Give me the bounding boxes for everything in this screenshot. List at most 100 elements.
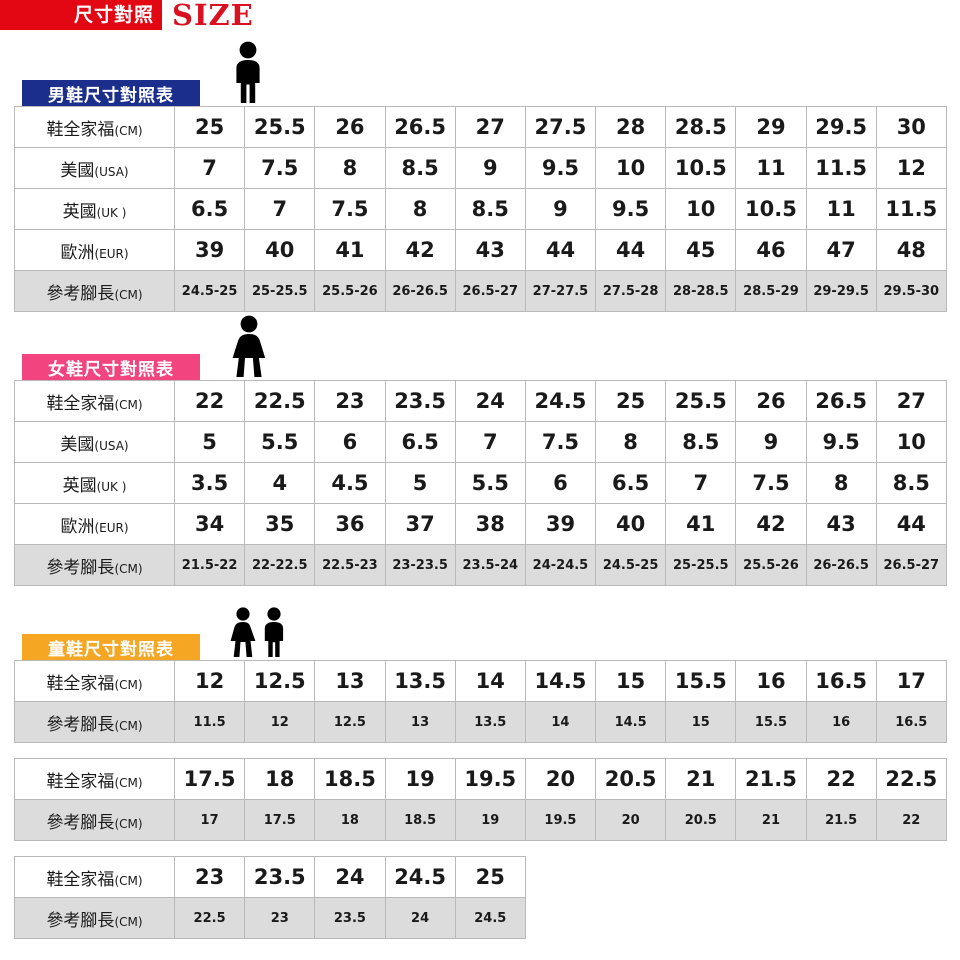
size-cell: 27.5 <box>524 106 597 148</box>
size-cell: 9 <box>524 188 597 230</box>
size-cell: 8 <box>384 188 456 230</box>
size-cell: 22-22.5 <box>244 544 316 586</box>
size-cell: 6.5 <box>384 421 456 463</box>
size-cell: 7.5 <box>735 462 807 504</box>
woman-pictogram-icon <box>228 315 270 381</box>
row-label-unit: (CM) <box>114 123 143 138</box>
size-cell: 25.5-26 <box>735 544 807 586</box>
table-row: 鞋全家福(CM) 23 23.5 24 24.5 25 <box>14 856 526 898</box>
table-row: 參考腳長(CM) 22.5 23 23.5 24 24.5 <box>14 897 526 939</box>
size-cell: 12 <box>173 660 246 702</box>
page-title-bar: 尺寸對照 SIZE <box>0 0 960 36</box>
size-cell: 24.5-25 <box>173 270 246 312</box>
size-cell: 17 <box>173 799 246 841</box>
size-cell: 20 <box>524 758 597 800</box>
size-cell: 28.5 <box>665 106 737 148</box>
row-label-unit: (CM) <box>114 287 143 302</box>
size-cell: 23 <box>314 380 386 422</box>
size-cell: 15 <box>665 701 737 743</box>
size-cell: 12 <box>875 147 947 189</box>
row-label-text: 英國 <box>62 475 97 496</box>
row-label-unit: (CM) <box>114 677 143 692</box>
size-cell: 24.5 <box>384 856 456 898</box>
size-cell: 14 <box>524 701 597 743</box>
size-cell: 9 <box>735 421 807 463</box>
size-cell: 16 <box>735 660 807 702</box>
size-cell: 13.5 <box>454 701 526 743</box>
size-cell: 11.5 <box>173 701 246 743</box>
size-cell: 7.5 <box>314 188 386 230</box>
size-cell: 27-27.5 <box>524 270 597 312</box>
size-cell: 24.5-25 <box>595 544 667 586</box>
row-label-text: 美國 <box>60 434 95 455</box>
row-label-women-3: 歐洲(EUR) <box>14 503 175 545</box>
table-row: 參考腳長(CM) 17 17.5 18 18.5 19 19.5 20 20.5 21 21.5 22 <box>14 799 947 841</box>
size-cell: 21 <box>665 758 737 800</box>
section-header-men: 男鞋尺寸對照表 <box>14 41 946 106</box>
size-cell: 12 <box>244 701 316 743</box>
row-label-men-2: 英國(UK ) <box>14 188 175 230</box>
row-label-unit: (UK ) <box>96 205 127 220</box>
size-cell: 42 <box>735 503 807 545</box>
section-header-kids: 童鞋尺寸對照表 <box>14 607 946 660</box>
size-cell: 28-28.5 <box>665 270 737 312</box>
size-cell: 29.5 <box>805 106 877 148</box>
size-cell: 37 <box>384 503 456 545</box>
size-cell: 10.5 <box>665 147 737 189</box>
page-title: 尺寸對照 <box>73 3 154 26</box>
size-cell: 4.5 <box>314 462 386 504</box>
size-cell: 23 <box>173 856 246 898</box>
row-label-kids-0: 鞋全家福(CM) <box>14 660 175 702</box>
size-chart-sections: 男鞋尺寸對照表 鞋全家福(CM) 25 25.5 26 26.5 27 27.5 28 28.5… <box>0 41 960 939</box>
table-row: 鞋全家福(CM) 25 25.5 26 26.5 27 27.5 28 28.5 29 29.5 30 <box>14 106 947 148</box>
size-cell: 21.5 <box>735 758 807 800</box>
size-table-kids-1: 鞋全家福(CM) 17.5 18 18.5 19 19.5 20 20.5 21 21.5 22 22… <box>14 758 947 841</box>
size-cell: 19.5 <box>524 799 597 841</box>
row-label-text: 鞋全家福 <box>46 393 115 414</box>
size-cell: 11.5 <box>875 188 947 230</box>
row-label-text: 參考腳長 <box>46 812 115 833</box>
row-label-text: 參考腳長 <box>46 910 115 931</box>
size-cell: 29.5-30 <box>875 270 947 312</box>
size-cell: 11 <box>805 188 877 230</box>
size-cell: 41 <box>314 229 386 271</box>
size-cell: 13.5 <box>384 660 456 702</box>
woman-pictogram-icon <box>232 315 266 377</box>
size-cell: 38 <box>454 503 526 545</box>
section-title-kids: 童鞋尺寸對照表 <box>22 634 200 660</box>
size-cell: 26 <box>735 380 807 422</box>
size-cell: 29 <box>735 106 807 148</box>
section-header-women: 女鞋尺寸對照表 <box>14 315 946 380</box>
man-pictogram-icon <box>236 41 260 103</box>
size-cell: 10.5 <box>735 188 807 230</box>
size-cell: 20.5 <box>595 758 667 800</box>
size-cell: 8 <box>805 462 877 504</box>
size-cell: 7 <box>244 188 316 230</box>
size-cell: 8.5 <box>875 462 947 504</box>
size-cell: 22.5 <box>244 380 316 422</box>
row-label-text: 參考腳長 <box>46 283 115 304</box>
size-cell: 35 <box>244 503 316 545</box>
size-table-kids-0: 鞋全家福(CM) 12 12.5 13 13.5 14 14.5 15 15.5 16 16.5 17… <box>14 660 947 743</box>
man-pictogram-icon <box>228 41 268 107</box>
section-women: 女鞋尺寸對照表 鞋全家福(CM) 22 22.5 23 23.5 24 24.5 25 25.5… <box>14 315 947 586</box>
size-cell: 17 <box>875 660 947 702</box>
row-label-unit: (CM) <box>114 816 143 831</box>
title-banner: 尺寸對照 <box>0 0 162 30</box>
size-cell: 9.5 <box>524 147 597 189</box>
size-cell: 25 <box>595 380 667 422</box>
row-label-men-4: 參考腳長(CM) <box>14 270 175 312</box>
size-cell: 25.5 <box>244 106 316 148</box>
size-cell: 15 <box>595 660 667 702</box>
size-cell: 5 <box>384 462 456 504</box>
table-row: 參考腳長(CM) 11.5 12 12.5 13 13.5 14 14.5 15 15.5 16 16… <box>14 701 947 743</box>
row-label-unit: (USA) <box>94 164 129 179</box>
size-cell: 26.5-27 <box>454 270 526 312</box>
size-cell: 43 <box>805 503 877 545</box>
size-cell: 22.5-23 <box>314 544 386 586</box>
table-row: 鞋全家福(CM) 17.5 18 18.5 19 19.5 20 20.5 21 21.5 22 22… <box>14 758 947 800</box>
size-cell: 22 <box>173 380 246 422</box>
size-cell: 12.5 <box>244 660 316 702</box>
row-label-text: 鞋全家福 <box>46 869 115 890</box>
size-cell: 26-26.5 <box>384 270 456 312</box>
